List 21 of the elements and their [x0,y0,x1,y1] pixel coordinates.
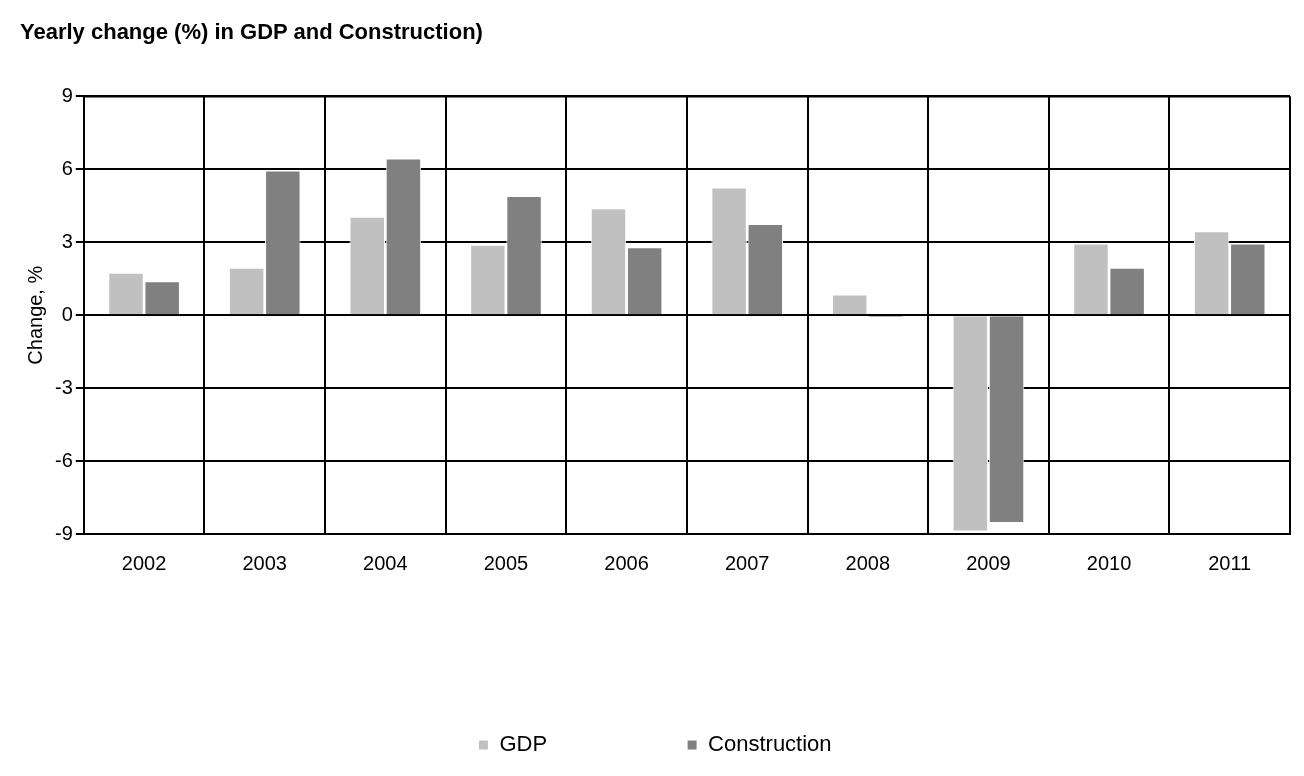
x-tick-label: 2004 [363,551,408,574]
x-tick-label: 2008 [845,551,891,574]
x-tick-label: 2009 [966,551,1011,574]
y-tick-label: -9 [54,521,73,544]
y-tick-label: 3 [61,229,73,252]
legend-label: GDP [499,731,548,757]
y-tick-label: -3 [54,375,73,398]
chart-title: Yearly change (%) in GDP and Construction) [20,19,483,45]
x-tick-label: 2006 [604,551,649,574]
legend-label: Construction [708,731,832,757]
x-tick-label: 2011 [1208,551,1252,574]
y-tick-label: 0 [61,302,73,325]
y-tick-label: -6 [54,448,73,471]
x-tick-label: 2003 [242,551,287,574]
x-tick-label: 2002 [121,551,167,574]
y-axis-title: Change, % [23,265,46,365]
y-tick-label: 6 [61,156,73,179]
x-tick-label: 2010 [1086,551,1132,574]
y-tick-label: 9 [61,83,73,106]
x-tick-label: 2007 [724,551,770,574]
x-tick-label: 2005 [483,551,529,574]
